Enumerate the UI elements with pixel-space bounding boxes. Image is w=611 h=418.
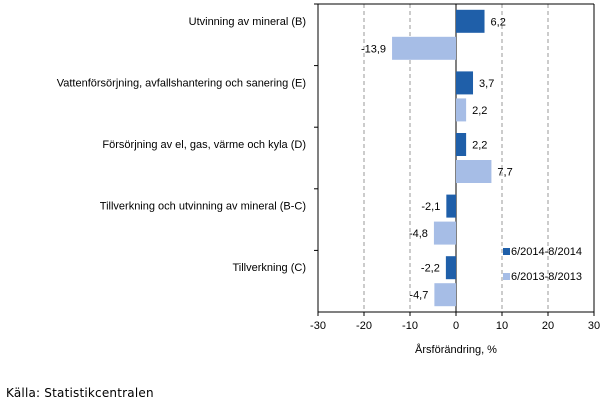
category-label-2: Försörjning av el, gas, värme och kyla (… <box>102 139 306 151</box>
bar-s0-c3 <box>446 194 456 218</box>
legend-swatch-0 <box>503 248 510 255</box>
bar-s0-c4 <box>445 256 456 280</box>
value-label-s1-c3: -4,8 <box>409 228 428 240</box>
source-note: Källa: Statistikcentralen <box>6 386 154 400</box>
legend-swatch-1 <box>503 273 510 280</box>
value-label-s0-c2: 2,2 <box>472 140 487 152</box>
value-label-s1-c1: 2,2 <box>472 105 487 117</box>
bar-s0-c1 <box>456 71 474 95</box>
legend: 6/2014-8/2014 6/2013-8/2013 <box>503 246 582 283</box>
category-label-4: Tillverkning (C) <box>232 262 306 274</box>
x-tick-label-1: -20 <box>356 320 372 332</box>
value-label-s0-c4: -2,2 <box>421 263 440 275</box>
x-tick-label-5: 20 <box>542 320 554 332</box>
category-label-0: Utvinning av mineral (B) <box>189 16 306 28</box>
value-label-s1-c4: -4,7 <box>409 290 428 302</box>
bar-s1-c0 <box>392 36 456 60</box>
value-labels: 6,2 -13,9 3,7 2,2 2,2 7,7 -2,1 -4,8 -2,2 -4,7 <box>361 16 513 301</box>
bar-s1-c1 <box>456 98 467 122</box>
x-axis: -30 -20 -10 0 10 20 30 <box>310 311 600 332</box>
bar-s0-c2 <box>456 133 467 156</box>
category-labels: Utvinning av mineral (B) Vattenförsörjnin… <box>57 16 306 274</box>
value-label-s1-c2: 7,7 <box>497 167 512 179</box>
bar-s1-c4 <box>434 283 456 307</box>
x-tick-label-4: 10 <box>496 320 508 332</box>
x-tick-label-2: -10 <box>402 320 418 332</box>
bar-s1-c3 <box>433 221 456 245</box>
bar-s1-c2 <box>456 160 492 183</box>
x-tick-label-3: 0 <box>453 320 459 332</box>
legend-label-1: 6/2013-8/2013 <box>511 271 582 283</box>
value-label-s0-c0: 6,2 <box>491 16 506 28</box>
value-label-s1-c0: -13,9 <box>361 43 386 55</box>
legend-label-0: 6/2014-8/2014 <box>511 246 582 258</box>
x-axis-title: Årsförändring, % <box>415 343 497 356</box>
category-label-3: Tillverkning och utvinning av mineral (B… <box>100 201 306 213</box>
bars <box>392 9 492 307</box>
value-label-s0-c1: 3,7 <box>479 78 494 90</box>
bar-s0-c0 <box>456 9 485 33</box>
x-tick-label-0: -30 <box>310 320 326 332</box>
value-label-s0-c3: -2,1 <box>421 201 440 213</box>
category-label-1: Vattenförsörjning, avfallshantering och … <box>57 77 306 89</box>
x-tick-label-6: 30 <box>588 320 600 332</box>
